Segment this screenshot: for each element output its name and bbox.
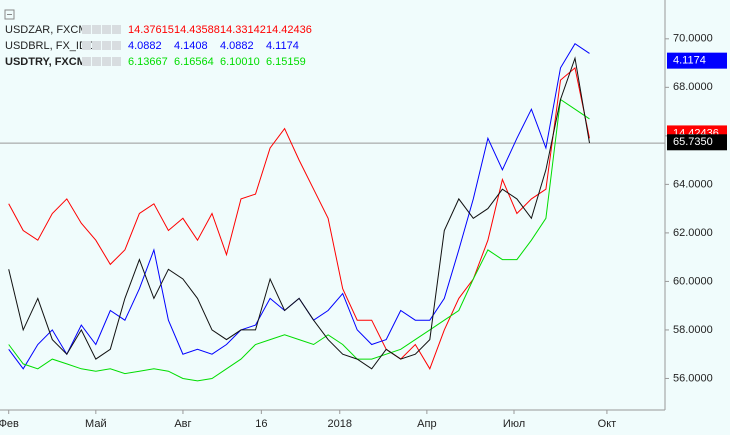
- legend-name: USDZAR, FXCM: [5, 24, 88, 36]
- price-tag-label: 4.1174: [673, 55, 706, 67]
- x-tick-label: Апр: [417, 418, 436, 430]
- series-line: [8, 98, 590, 382]
- x-tick-label: Окт: [598, 418, 617, 430]
- x-tick-label: Авг: [174, 418, 191, 430]
- y-tick-label: 60.0000: [673, 275, 713, 287]
- legend-button[interactable]: [112, 25, 121, 34]
- legend-button[interactable]: [102, 25, 111, 34]
- price-tag: [667, 52, 727, 69]
- legend-quote: 6.16564: [174, 56, 214, 68]
- legend-quote: 6.13667: [128, 56, 168, 68]
- y-tick-label: 58.0000: [673, 324, 713, 336]
- legend-quote: 6.10010: [220, 56, 260, 68]
- legend-quote: 6.15159: [266, 56, 306, 68]
- x-tick-label: Фев: [0, 418, 19, 430]
- legend-button[interactable]: [102, 57, 111, 66]
- series-line: [8, 56, 590, 370]
- legend-quote: 4.0882: [220, 40, 254, 52]
- price-tag: [667, 134, 727, 151]
- legend-button[interactable]: [112, 41, 121, 50]
- y-tick-label: 62.0000: [673, 227, 713, 239]
- x-tick-label: Май: [85, 418, 107, 430]
- collapse-icon[interactable]: [4, 9, 15, 20]
- legend-quote: 4.1174: [266, 40, 299, 52]
- y-tick-label: 56.0000: [673, 372, 713, 384]
- x-tick-label: 16: [255, 418, 267, 430]
- legend-button[interactable]: [112, 57, 121, 66]
- legend-quote: 4.0882: [128, 40, 162, 52]
- legend-button[interactable]: [102, 41, 111, 50]
- price-tag-label: 65.7350: [673, 136, 713, 148]
- y-tick-label: 68.0000: [673, 81, 713, 93]
- legend-button[interactable]: [82, 41, 91, 50]
- y-tick-label: 70.0000: [673, 33, 713, 45]
- legend-quote: 14.42436: [266, 24, 312, 36]
- legend-quote: 4.1408: [174, 40, 208, 52]
- legend-name: USDTRY, FXCM: [5, 56, 86, 68]
- legend-quote: 14.43588: [174, 24, 220, 36]
- legend-button[interactable]: [82, 25, 91, 34]
- legend-button[interactable]: [82, 57, 91, 66]
- series-line: [8, 66, 590, 370]
- legend-quote: 14.33142: [220, 24, 266, 36]
- x-tick-label: 2018: [328, 418, 352, 430]
- x-tick-label: Июл: [503, 418, 525, 430]
- legend-button[interactable]: [92, 57, 101, 66]
- legend-button[interactable]: [92, 25, 101, 34]
- legend-button[interactable]: [92, 41, 101, 50]
- legend-name: USDBRL, FX_IDC: [5, 40, 95, 52]
- legend-quote: 14.37615: [128, 24, 174, 36]
- y-tick-label: 64.0000: [673, 178, 713, 190]
